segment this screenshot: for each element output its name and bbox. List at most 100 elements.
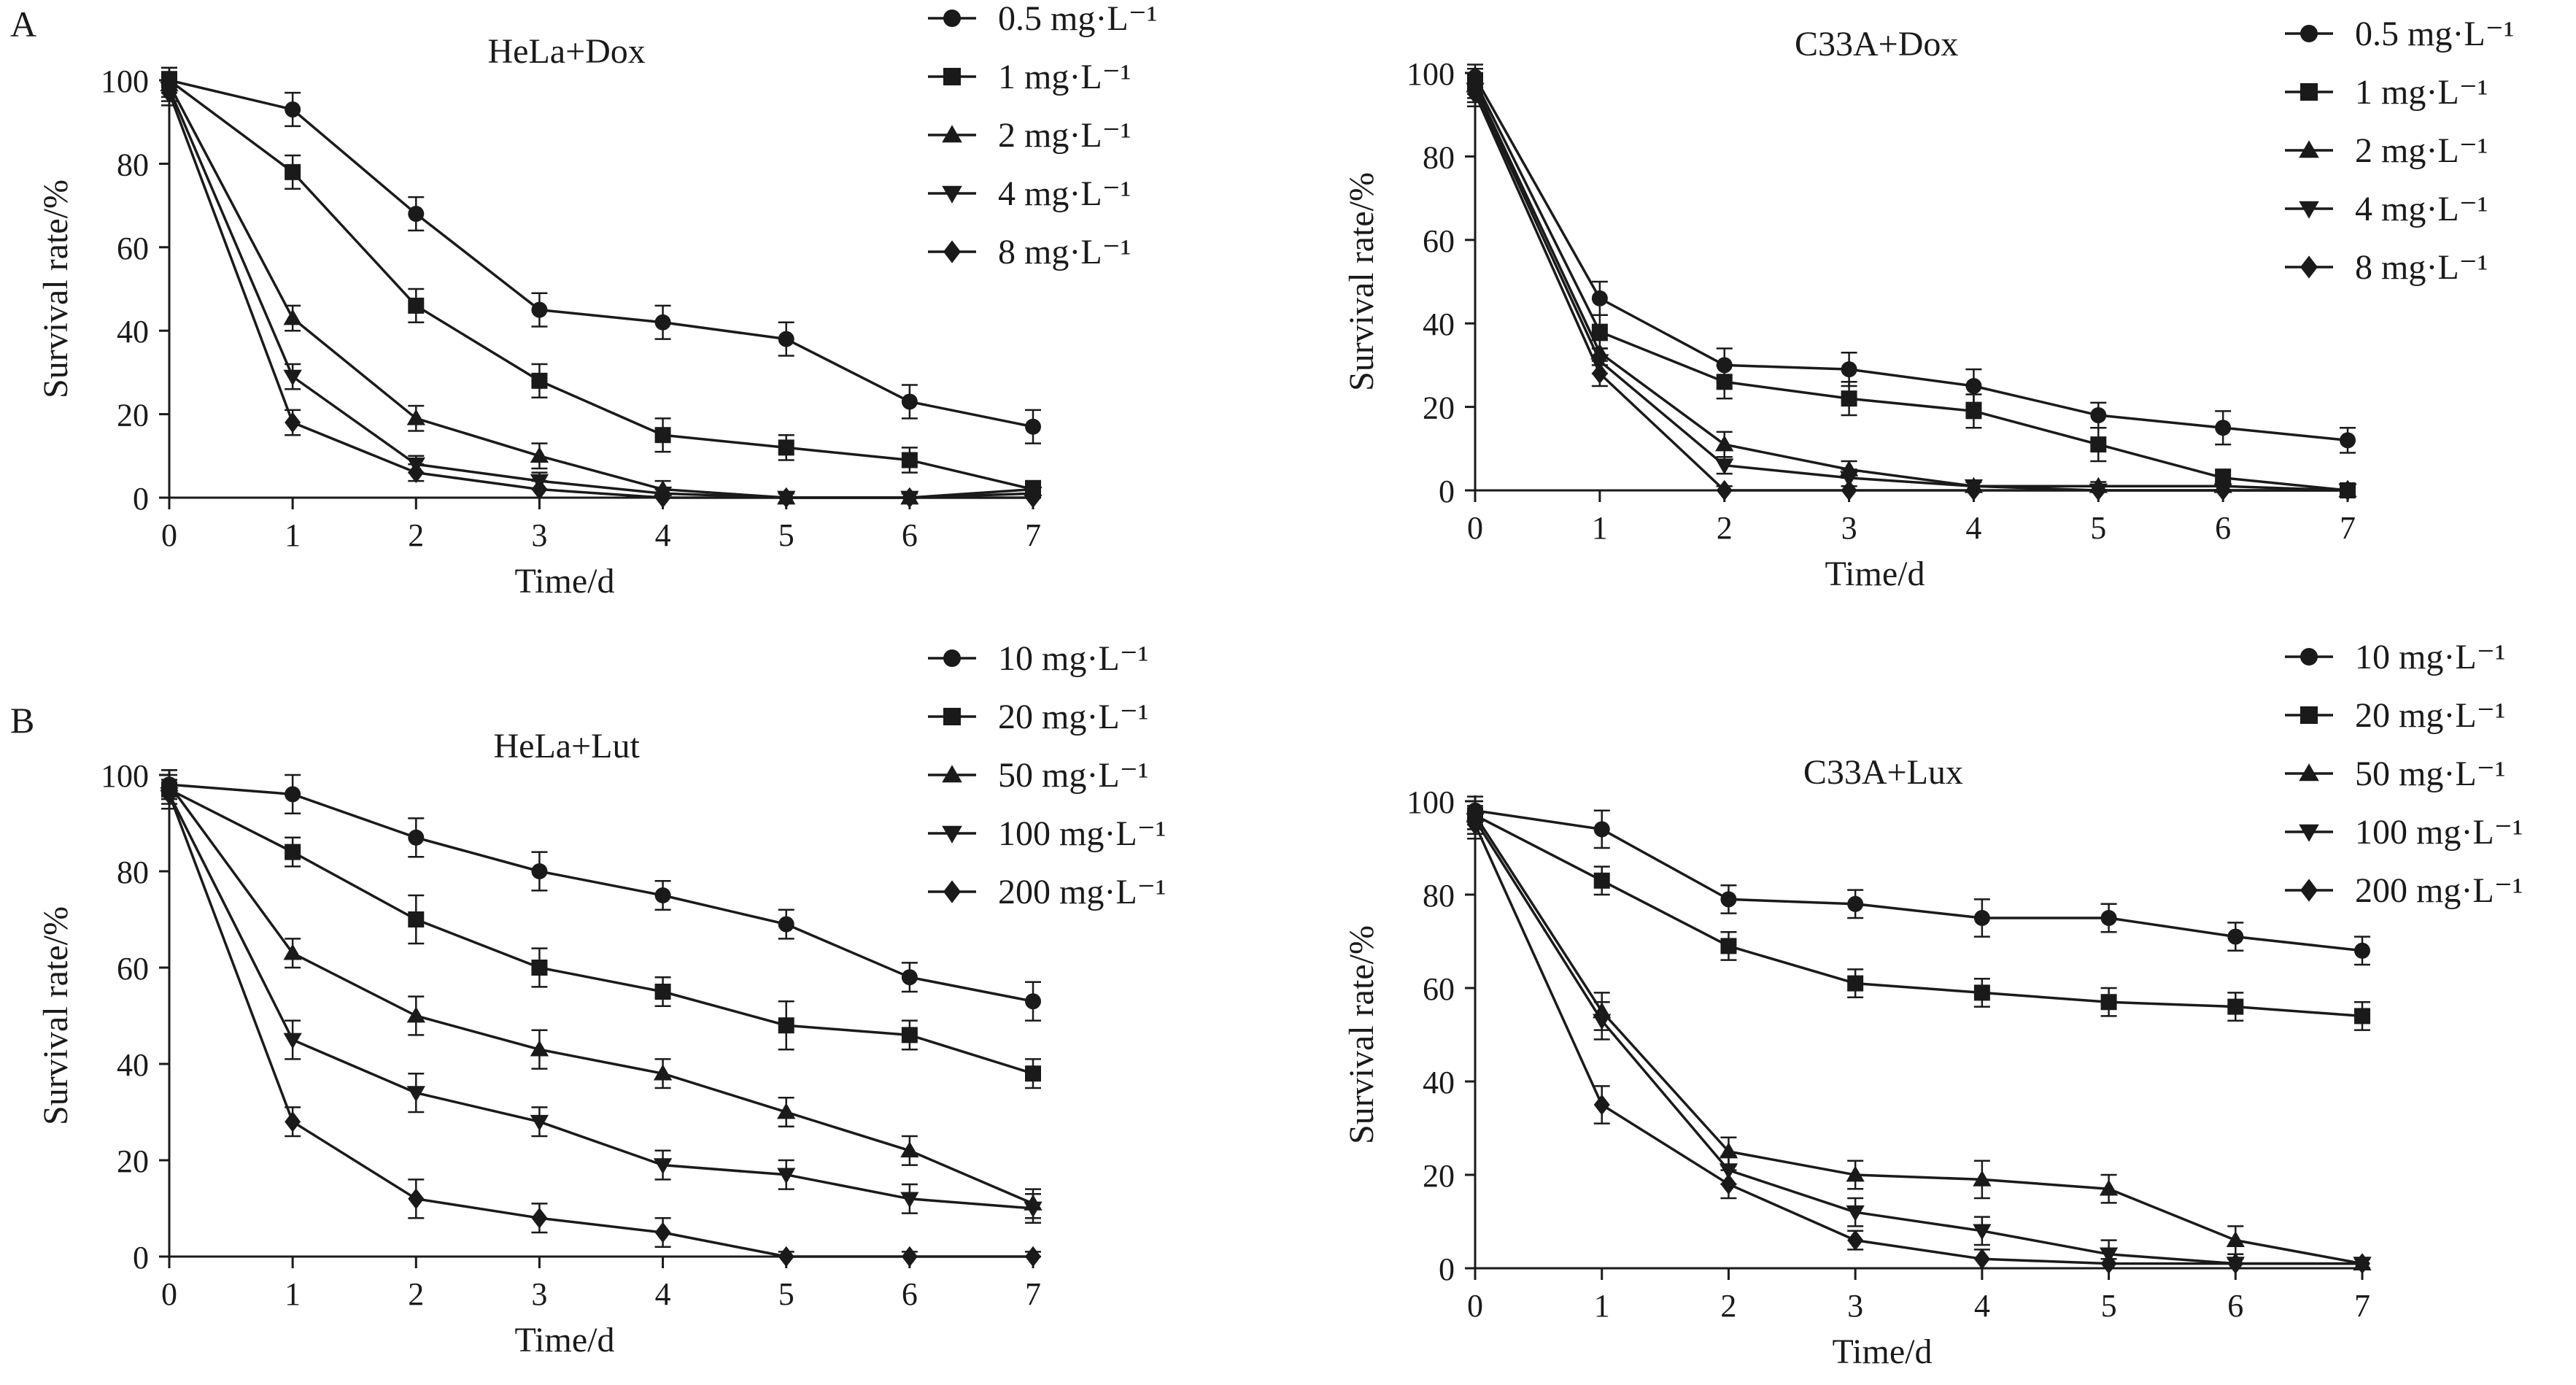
data-point [1841, 361, 1857, 378]
data-point [1025, 418, 1041, 435]
x-tick-label: 2 [408, 1276, 424, 1312]
series-line [1474, 85, 2348, 492]
x-tick-label: 1 [285, 517, 301, 553]
x-tick-label: 2 [408, 517, 424, 553]
data-point [283, 944, 302, 960]
y-tick-label: 60 [117, 231, 149, 266]
data-point [778, 439, 794, 456]
data-point [1025, 1246, 1041, 1268]
data-point [408, 206, 425, 223]
x-axis-label: Time/d [515, 562, 615, 601]
legend-marker [942, 125, 962, 143]
series-20-mg-l [1467, 800, 2370, 1031]
y-tick-label: 40 [117, 314, 149, 350]
data-point [1593, 1094, 1610, 1116]
data-point [654, 487, 671, 509]
series-0.5-mg-l [161, 66, 1041, 444]
data-point [901, 969, 918, 986]
y-tick-label: 100 [1407, 56, 1455, 92]
legend-item-0.5-mg-l: 0.5 mg·L⁻¹ [2285, 15, 2514, 53]
y-tick-label: 60 [1423, 223, 1455, 259]
y-tick-label: 80 [117, 854, 149, 890]
legend-label: 100 mg·L⁻¹ [998, 814, 1166, 853]
data-point [778, 1246, 794, 1268]
data-point [2354, 942, 2370, 959]
data-point [900, 1192, 919, 1208]
data-point [2100, 910, 2117, 926]
legend-item-50-mg-l: 50 mg·L⁻¹ [2285, 755, 2505, 793]
legend-item-10-mg-l: 10 mg·L⁻¹ [928, 639, 1148, 678]
y-tick-label: 80 [1423, 139, 1455, 175]
data-point [2340, 479, 2356, 501]
data-point [653, 1064, 673, 1081]
legend-label: 2 mg·L⁻¹ [998, 116, 1131, 155]
data-point [1847, 895, 1864, 912]
x-tick-label: 4 [655, 1276, 671, 1312]
legend-marker [2299, 140, 2319, 158]
legend-item-50-mg-l: 50 mg·L⁻¹ [928, 756, 1148, 795]
data-point [285, 786, 301, 803]
data-point [1973, 984, 1990, 1001]
data-point [2354, 1008, 2370, 1025]
y-tick-label: 40 [1423, 1065, 1455, 1100]
y-tick-label: 60 [1423, 971, 1455, 1007]
series-10-mg-l [1467, 795, 2370, 966]
x-tick-label: 7 [1025, 517, 1041, 553]
legend-label: 1 mg·L⁻¹ [2355, 73, 2488, 112]
legend-item-20-mg-l: 20 mg·L⁻¹ [928, 698, 1148, 736]
data-point [2100, 994, 2117, 1011]
x-tick-label: 3 [1847, 1288, 1863, 1324]
data-point [531, 372, 548, 389]
series-line [1474, 93, 2348, 492]
y-tick-label: 20 [117, 1143, 149, 1179]
y-tick-label: 40 [117, 1047, 149, 1083]
data-point [1025, 1065, 1041, 1082]
legend-marker [2299, 201, 2319, 219]
data-point [161, 82, 177, 104]
x-tick-label: 5 [778, 517, 794, 553]
legend-label: 1 mg·L⁻¹ [998, 58, 1131, 96]
y-tick-label: 20 [117, 398, 149, 433]
legend-marker [942, 825, 962, 844]
data-point [1846, 1205, 1865, 1222]
x-tick-label: 6 [902, 517, 918, 553]
series-50-mg-l [1466, 800, 2372, 1270]
data-point [1973, 910, 1990, 926]
series-line [169, 79, 1034, 428]
series-line [1474, 819, 2362, 1265]
x-tick-label: 3 [531, 1276, 547, 1312]
chart-title: HeLa+Lut [493, 727, 640, 765]
data-point [1720, 891, 1737, 908]
data-point [1593, 872, 1610, 889]
data-point [1720, 1173, 1737, 1195]
data-point [530, 1114, 549, 1131]
data-point [654, 427, 671, 444]
data-point [1591, 290, 1608, 306]
data-point [1846, 1165, 1865, 1182]
y-tick-label: 60 [117, 951, 149, 987]
legend-marker [2300, 83, 2318, 101]
data-point [2100, 1253, 2117, 1274]
data-point [1847, 975, 1864, 992]
data-point [283, 369, 302, 386]
chart-title: HeLa+Dox [487, 32, 645, 71]
series-200-mg-l [161, 779, 1041, 1268]
data-point [901, 1027, 918, 1043]
series-8-mg-l [161, 79, 1041, 509]
data-point [1025, 487, 1041, 509]
series-line [168, 784, 1034, 1205]
data-point [654, 887, 671, 903]
series-200-mg-l [1467, 809, 2370, 1274]
chart-title: C33A+Dox [1795, 25, 1958, 63]
legend-item-10-mg-l: 10 mg·L⁻¹ [2285, 638, 2505, 676]
data-point [408, 462, 425, 483]
data-point [1467, 83, 1483, 104]
legend-item-200-mg-l: 200 mg·L⁻¹ [928, 873, 1166, 911]
legend-marker [2299, 824, 2319, 842]
legend-label: 4 mg·L⁻¹ [998, 174, 1131, 213]
data-point [530, 1040, 549, 1057]
